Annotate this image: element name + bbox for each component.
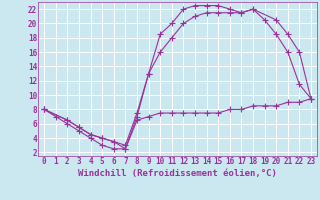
X-axis label: Windchill (Refroidissement éolien,°C): Windchill (Refroidissement éolien,°C) bbox=[78, 169, 277, 178]
